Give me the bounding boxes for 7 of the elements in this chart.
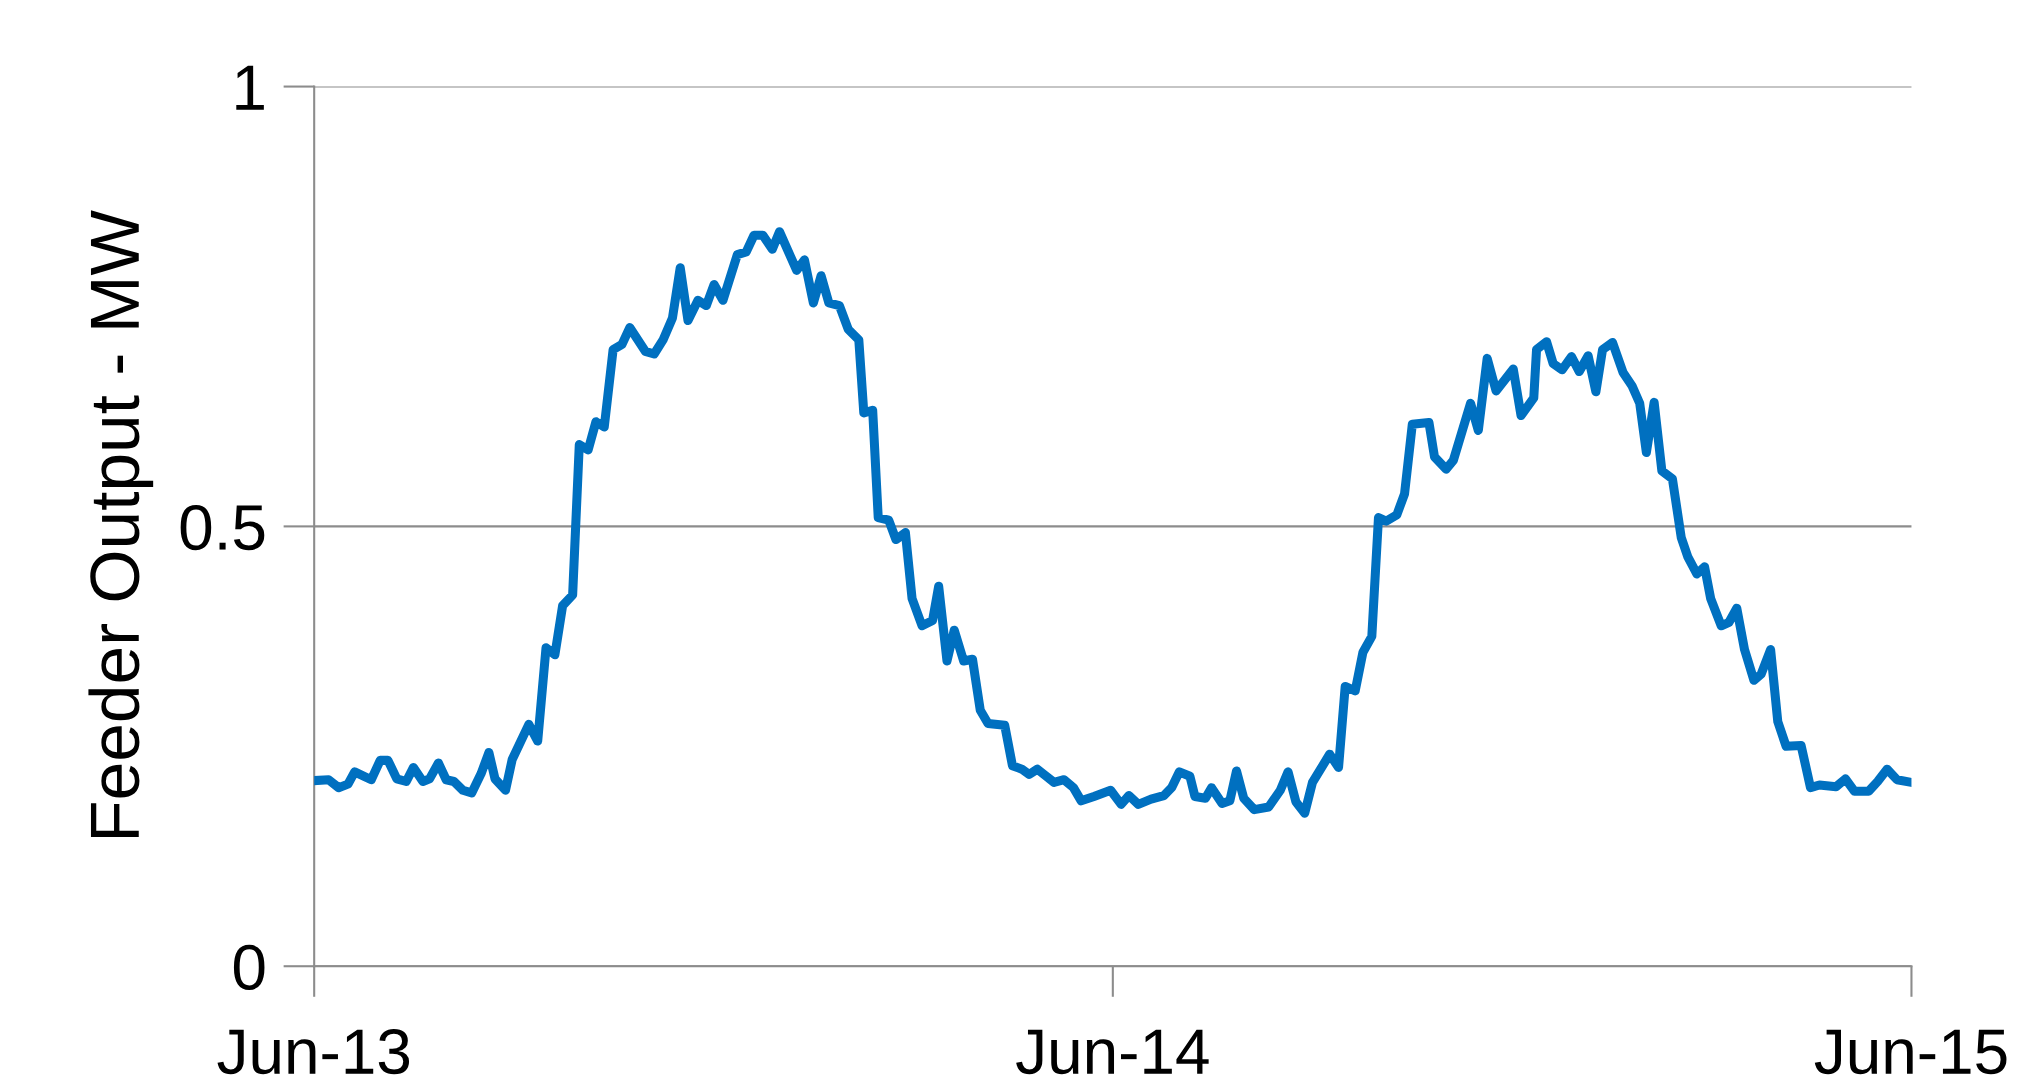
y-tick-label: 1 xyxy=(236,65,264,110)
x-tick-label: Jun-15 xyxy=(1814,1029,2007,1075)
x-tick-label: Jun-13 xyxy=(217,1029,410,1075)
y-tick-label: 0.5 xyxy=(180,504,265,551)
y-axis-title: Feeder Output - MW xyxy=(88,210,154,838)
y-tick-label: 0 xyxy=(233,944,265,990)
x-tick-label: Jun-14 xyxy=(1016,1029,1209,1075)
